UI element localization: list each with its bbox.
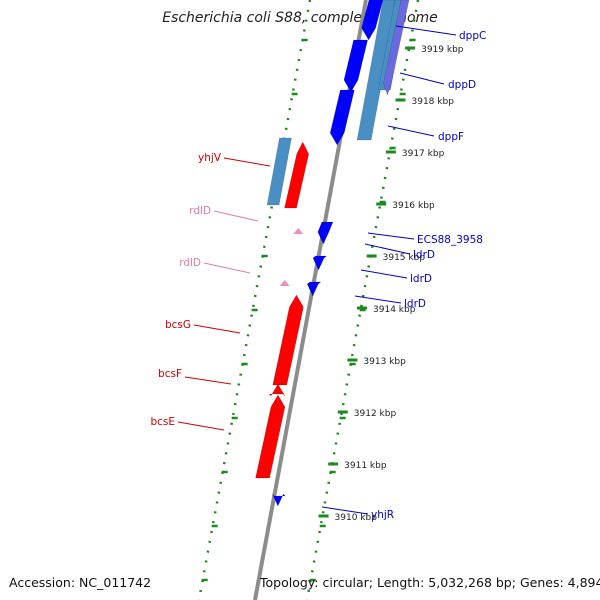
gene-bcsF-leader [184, 376, 232, 385]
genes-value: 4,894 [567, 575, 600, 590]
gene-bcsF [268, 383, 286, 397]
gene-rdlD-label: rdlD [189, 205, 211, 217]
gene-yhjR-leader [321, 506, 369, 515]
kbp-ruler: 3910 kbp 3911 kbp 3912 kbp 3913 kbp 3914 kbp… [318, 45, 464, 523]
gene-bcsE [255, 394, 286, 479]
ruler-label: 3918 kbp [412, 97, 455, 107]
topology-value: circular [322, 575, 369, 590]
gene-dppC-label: dppC [459, 30, 486, 42]
length-value: 5,032,268 bp [428, 575, 512, 590]
accession-value: NC_011742 [79, 575, 152, 590]
accession-info: Accession: NC_011742 [9, 575, 151, 590]
gene-ldrD-3-label: ldrD [404, 298, 426, 310]
gene-bcsF-label: bcsF [158, 368, 182, 380]
gene-dppC-b [343, 39, 368, 93]
gene-ldrD-3-leader [354, 295, 402, 304]
operon-block [266, 137, 292, 206]
length-label: Length: [376, 575, 425, 590]
gene-ldrD-label: ldrD [413, 249, 435, 261]
gene-ldrD-leader [364, 243, 411, 255]
rna-rdlD [293, 228, 304, 234]
gene-dppD [383, 0, 410, 96]
forward-strand-guide [197, 0, 312, 600]
ruler-label: 3915 kbp [383, 253, 426, 263]
gene-rdlD-2-label: rdlD [179, 257, 201, 269]
gene-yhjV [284, 141, 309, 209]
gene-ECS88_3958-label: ECS88_3958 [417, 234, 483, 246]
gene-ECS88_3958 [317, 221, 334, 245]
gene-dppC-leader [395, 25, 457, 36]
gene-bcsE-label: bcsE [150, 416, 175, 428]
ruler-label: 3914 kbp [373, 305, 416, 315]
gene-features [255, 0, 410, 507]
gene-dppD-label: dppD [448, 79, 476, 91]
gene-ldrD-2-leader [360, 269, 408, 279]
gene-rdlD-2-leader [203, 262, 251, 274]
gene-rdlD-leader [213, 210, 259, 222]
ruler-label: 3913 kbp [363, 357, 406, 367]
gene-yhjR-label: yhjR [371, 509, 394, 521]
gene-dppF-leader [387, 125, 435, 137]
gene-labels: dppC dppD dppF yhjV rdlD ECS88_3958 ldrD rdlD ld… [150, 25, 486, 521]
genes-label: Genes: [519, 575, 564, 590]
gene-bcsE-leader [177, 421, 225, 431]
ruler-label: 3911 kbp [344, 461, 387, 471]
gene-ECS88_3958-leader [367, 232, 415, 240]
gene-dppF-label: dppF [438, 131, 464, 143]
genome-stats: Topology: circular; Length: 5,032,268 bp… [260, 575, 600, 590]
gene-yhjR [272, 493, 286, 507]
gene-bcsG [272, 294, 304, 386]
gene-ldrD [312, 255, 328, 271]
gene-yhjV-leader [223, 157, 271, 167]
ruler-label: 3910 kbp [335, 513, 378, 523]
rna-rdlD [279, 280, 290, 286]
ruler-label: 3916 kbp [392, 201, 435, 211]
gene-ldrD-2-label: ldrD [410, 273, 432, 285]
reverse-strand-guide [305, 0, 420, 600]
gene-dppF [329, 89, 355, 146]
topology-label: Topology: [260, 575, 319, 590]
operon-block [356, 0, 398, 141]
ruler-label: 3917 kbp [402, 149, 445, 159]
gene-bcsG-label: bcsG [165, 319, 191, 331]
gene-ldrD-b [306, 281, 322, 297]
ruler-label: 3912 kbp [354, 409, 397, 419]
gene-yhjV-label: yhjV [198, 152, 222, 164]
accession-label: Accession: [9, 575, 76, 590]
gene-bcsG-leader [193, 324, 241, 334]
ruler-label: 3919 kbp [421, 45, 464, 55]
gene-dppC [361, 0, 384, 41]
gene-dppD-leader [399, 72, 445, 85]
